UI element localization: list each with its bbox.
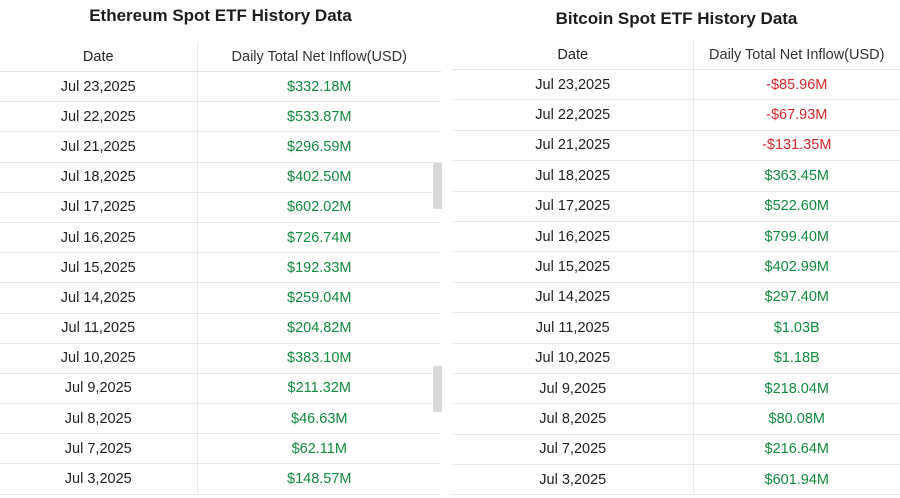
- row-date: Jul 22,2025: [0, 101, 198, 133]
- row-net-inflow: $601.94M: [693, 464, 900, 496]
- row-date: Jul 10,2025: [0, 343, 198, 374]
- table-row: Jul 23,2025 $332.18M: [0, 71, 441, 103]
- table-row: Jul 16,2025 $726.74M: [0, 222, 441, 254]
- table-row: Jul 18,2025 $363.45M: [453, 160, 900, 192]
- table-row: Jul 14,2025 $297.40M: [453, 282, 900, 314]
- row-net-inflow: $216.64M: [693, 434, 900, 466]
- row-date: Jul 8,2025: [0, 403, 198, 435]
- row-net-inflow: $1.18B: [693, 343, 900, 374]
- table-row: Jul 18,2025 $402.50M: [0, 162, 441, 193]
- table-row: Jul 9,2025 $211.32M: [0, 373, 441, 405]
- row-net-inflow: $402.50M: [197, 162, 441, 193]
- row-date: Jul 21,2025: [0, 131, 198, 163]
- net-inflow-column-header: Daily Total Net Inflow(USD): [693, 40, 900, 70]
- table-row: Jul 10,2025 $1.18B: [453, 343, 900, 374]
- table-row: Jul 3,2025 $601.94M: [453, 464, 900, 496]
- row-date: Jul 15,2025: [0, 252, 198, 284]
- row-net-inflow: $148.57M: [197, 463, 441, 495]
- row-net-inflow: $204.82M: [197, 313, 441, 344]
- date-column-header: Date: [0, 42, 198, 72]
- table-row: Jul 14,2025 $259.04M: [0, 282, 441, 314]
- row-net-inflow: $259.04M: [197, 282, 441, 314]
- row-date: Jul 23,2025: [0, 71, 198, 103]
- row-date: Jul 8,2025: [453, 403, 694, 435]
- row-net-inflow: $533.87M: [197, 101, 441, 133]
- table-row: Jul 11,2025 $204.82M: [0, 313, 441, 344]
- row-net-inflow: $296.59M: [197, 131, 441, 163]
- scroll-handle[interactable]: [433, 366, 442, 412]
- table-row: Jul 11,2025 $1.03B: [453, 312, 900, 344]
- table-header-row: Date Daily Total Net Inflow(USD): [453, 40, 900, 70]
- row-date: Jul 22,2025: [453, 99, 694, 131]
- row-net-inflow: -$131.35M: [693, 130, 900, 162]
- bitcoin-panel-title: Bitcoin Spot ETF History Data: [555, 9, 798, 28]
- row-net-inflow: $1.03B: [693, 312, 900, 344]
- table-header-row: Date Daily Total Net Inflow(USD): [0, 42, 441, 72]
- row-net-inflow: $192.33M: [197, 252, 441, 284]
- row-date: Jul 15,2025: [453, 251, 694, 283]
- row-date: Jul 16,2025: [453, 221, 694, 253]
- row-net-inflow: $383.10M: [197, 343, 441, 374]
- row-date: Jul 17,2025: [453, 191, 694, 222]
- row-net-inflow: $726.74M: [197, 222, 441, 254]
- table-row: Jul 15,2025 $192.33M: [0, 252, 441, 284]
- row-net-inflow: $522.60M: [693, 191, 900, 222]
- row-date: Jul 7,2025: [0, 433, 198, 465]
- row-net-inflow: -$85.96M: [693, 69, 900, 101]
- ethereum-etf-table: Date Daily Total Net Inflow(USD) Jul 23,…: [0, 42, 441, 495]
- row-net-inflow: $211.32M: [197, 373, 441, 405]
- row-date: Jul 16,2025: [0, 222, 198, 254]
- row-net-inflow: $62.11M: [197, 433, 441, 465]
- row-net-inflow: -$67.93M: [693, 99, 900, 131]
- table-row: Jul 10,2025 $383.10M: [0, 343, 441, 374]
- row-date: Jul 10,2025: [453, 343, 694, 374]
- net-inflow-column-header: Daily Total Net Inflow(USD): [197, 42, 441, 72]
- table-row: Jul 8,2025 $80.08M: [453, 403, 900, 435]
- row-date: Jul 9,2025: [0, 373, 198, 405]
- row-net-inflow: $80.08M: [693, 403, 900, 435]
- table-row: Jul 23,2025 -$85.96M: [453, 69, 900, 101]
- row-date: Jul 14,2025: [453, 282, 694, 314]
- row-date: Jul 3,2025: [0, 463, 198, 495]
- row-net-inflow: $332.18M: [197, 71, 441, 103]
- row-net-inflow: $363.45M: [693, 160, 900, 192]
- row-net-inflow: $297.40M: [693, 282, 900, 314]
- table-row: Jul 22,2025 $533.87M: [0, 101, 441, 133]
- row-date: Jul 9,2025: [453, 373, 694, 405]
- row-date: Jul 17,2025: [0, 192, 198, 223]
- date-column-header: Date: [453, 40, 694, 70]
- table-row: Jul 17,2025 $602.02M: [0, 192, 441, 223]
- row-date: Jul 11,2025: [0, 313, 198, 344]
- table-row: Jul 15,2025 $402.99M: [453, 251, 900, 283]
- row-net-inflow: $218.04M: [693, 373, 900, 405]
- table-row: Jul 21,2025 $296.59M: [0, 131, 441, 163]
- row-date: Jul 7,2025: [453, 434, 694, 466]
- row-net-inflow: $799.40M: [693, 221, 900, 253]
- table-row: Jul 9,2025 $218.04M: [453, 373, 900, 405]
- row-net-inflow: $46.63M: [197, 403, 441, 435]
- bitcoin-etf-table: Date Daily Total Net Inflow(USD) Jul 23,…: [453, 40, 900, 496]
- row-date: Jul 18,2025: [0, 162, 198, 193]
- row-date: Jul 14,2025: [0, 282, 198, 314]
- scroll-handle[interactable]: [433, 163, 442, 209]
- row-date: Jul 18,2025: [453, 160, 694, 192]
- row-date: Jul 23,2025: [453, 69, 694, 101]
- table-row: Jul 22,2025 -$67.93M: [453, 99, 900, 131]
- table-row: Jul 21,2025 -$131.35M: [453, 130, 900, 162]
- table-row: Jul 16,2025 $799.40M: [453, 221, 900, 253]
- row-date: Jul 11,2025: [453, 312, 694, 344]
- table-row: Jul 17,2025 $522.60M: [453, 191, 900, 222]
- table-row: Jul 3,2025 $148.57M: [0, 463, 441, 495]
- row-net-inflow: $602.02M: [197, 192, 441, 223]
- row-date: Jul 3,2025: [453, 464, 694, 496]
- table-row: Jul 7,2025 $62.11M: [0, 433, 441, 465]
- table-row: Jul 8,2025 $46.63M: [0, 403, 441, 435]
- row-net-inflow: $402.99M: [693, 251, 900, 283]
- row-date: Jul 21,2025: [453, 130, 694, 162]
- ethereum-panel-title: Ethereum Spot ETF History Data: [89, 6, 352, 25]
- table-row: Jul 7,2025 $216.64M: [453, 434, 900, 466]
